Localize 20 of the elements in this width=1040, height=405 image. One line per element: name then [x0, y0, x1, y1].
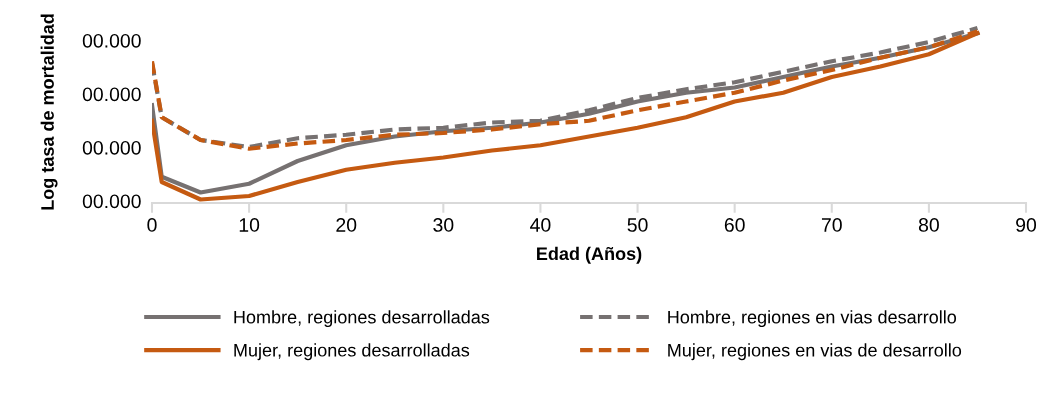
text: 00.000	[82, 33, 141, 48]
x-tick-label: 50	[627, 218, 648, 232]
text: 00.000	[82, 140, 141, 155]
x-tick-label: 0	[147, 218, 157, 232]
legend-label: Mujer, regiones en vias de desarrollo	[668, 343, 962, 361]
legend-label: Hombre, regiones desarrolladas	[234, 310, 490, 328]
text: 00.000	[82, 87, 141, 102]
legend-label: Hombre, regiones en vias desarrollo	[668, 310, 957, 328]
x-tick-label: 10	[239, 218, 260, 232]
legend-label: Mujer, regiones desarrolladas	[234, 343, 470, 361]
x-tick-label: 30	[433, 218, 454, 232]
x-tick-label: 60	[724, 218, 745, 232]
x-tick-label: 20	[336, 218, 357, 232]
x-tick-label: 70	[821, 218, 842, 232]
y-axis-title: Log tasa de mortalidad	[40, 14, 58, 210]
x-axis-title: Edad (Años)	[537, 246, 642, 264]
x-tick-label: 80	[918, 218, 939, 232]
x-tick-label: 40	[530, 218, 551, 232]
text: 00.000	[82, 194, 141, 209]
x-tick-label: 90	[1016, 218, 1037, 232]
